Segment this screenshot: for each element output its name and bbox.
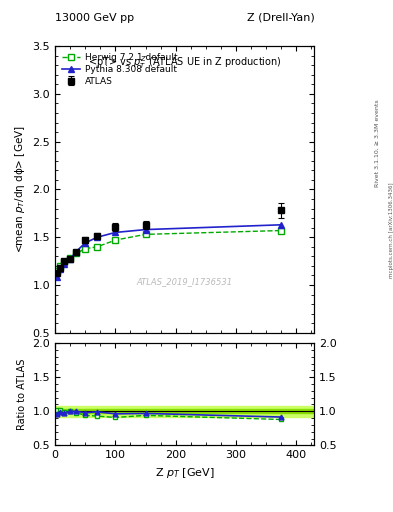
Pythia 8.308 default bbox=[279, 222, 284, 228]
Herwig 7.2.1 default bbox=[279, 227, 284, 233]
Herwig 7.2.1 default bbox=[113, 237, 118, 243]
Legend: Herwig 7.2.1 default, Pythia 8.308 default, ATLAS: Herwig 7.2.1 default, Pythia 8.308 defau… bbox=[59, 51, 180, 89]
Herwig 7.2.1 default bbox=[68, 255, 72, 261]
Text: 13000 GeV pp: 13000 GeV pp bbox=[55, 13, 134, 23]
Pythia 8.308 default bbox=[54, 274, 59, 281]
Herwig 7.2.1 default bbox=[95, 244, 99, 250]
Text: <pT> vs $p_T^Z$ (ATLAS UE in Z production): <pT> vs $p_T^Z$ (ATLAS UE in Z productio… bbox=[88, 55, 282, 72]
Herwig 7.2.1 default bbox=[57, 263, 62, 269]
Text: mcplots.cern.ch [arXiv:1306.3436]: mcplots.cern.ch [arXiv:1306.3436] bbox=[389, 183, 393, 278]
Line: Herwig 7.2.1 default: Herwig 7.2.1 default bbox=[54, 228, 284, 273]
Pythia 8.308 default bbox=[74, 248, 79, 254]
Text: Rivet 3.1.10, ≥ 3.3M events: Rivet 3.1.10, ≥ 3.3M events bbox=[375, 99, 380, 187]
Herwig 7.2.1 default bbox=[83, 246, 88, 252]
Bar bbox=[55, 406, 314, 417]
Pythia 8.308 default bbox=[62, 261, 66, 267]
Pythia 8.308 default bbox=[68, 256, 72, 262]
Pythia 8.308 default bbox=[57, 266, 62, 272]
Y-axis label: <mean $p_T$/dη dϕ> [GeV]: <mean $p_T$/dη dϕ> [GeV] bbox=[13, 125, 27, 253]
Line: Pythia 8.308 default: Pythia 8.308 default bbox=[53, 222, 285, 281]
X-axis label: Z $p_T$ [GeV]: Z $p_T$ [GeV] bbox=[155, 466, 215, 480]
Text: Z (Drell-Yan): Z (Drell-Yan) bbox=[247, 13, 314, 23]
Pythia 8.308 default bbox=[113, 229, 118, 236]
Text: ATLAS_2019_I1736531: ATLAS_2019_I1736531 bbox=[137, 276, 233, 286]
Herwig 7.2.1 default bbox=[74, 250, 79, 257]
Y-axis label: Ratio to ATLAS: Ratio to ATLAS bbox=[17, 358, 27, 430]
Pythia 8.308 default bbox=[95, 234, 99, 240]
Herwig 7.2.1 default bbox=[54, 268, 59, 274]
Herwig 7.2.1 default bbox=[143, 231, 148, 238]
Herwig 7.2.1 default bbox=[62, 259, 66, 265]
Bar bbox=[55, 409, 314, 413]
Pythia 8.308 default bbox=[83, 240, 88, 246]
Pythia 8.308 default bbox=[143, 226, 148, 232]
